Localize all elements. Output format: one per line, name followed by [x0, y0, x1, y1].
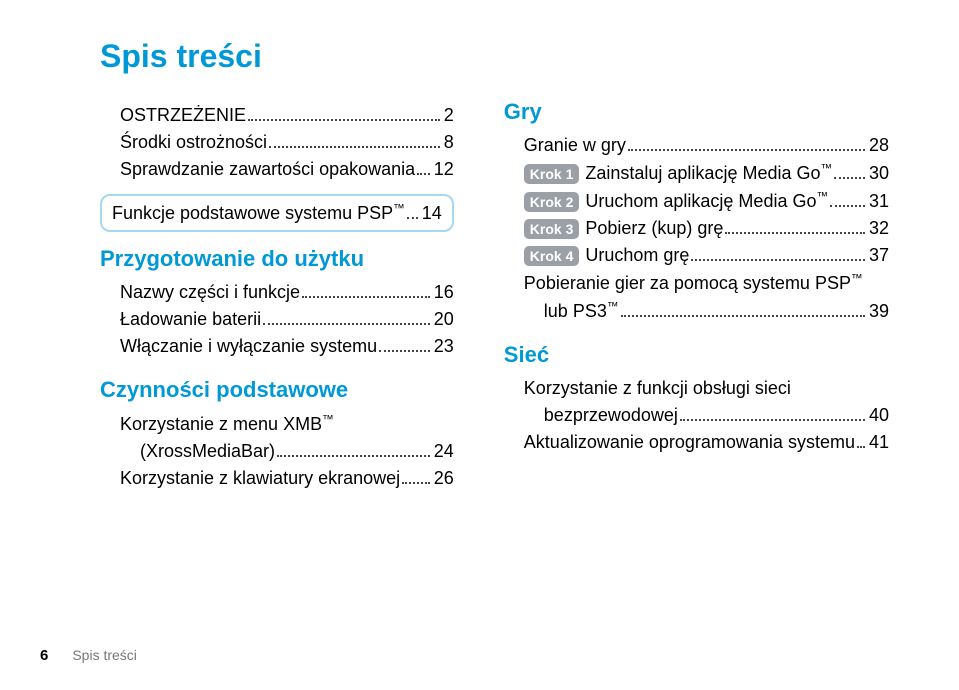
toc-page: 32 — [867, 218, 889, 239]
toc-label: Korzystanie z funkcji obsługi sieci — [524, 378, 791, 398]
toc-page: 23 — [432, 336, 454, 357]
step-badge: Krok 3 — [524, 219, 580, 239]
toc-page: 40 — [867, 405, 889, 426]
leader-dots — [263, 323, 430, 325]
leader-dots — [277, 455, 430, 457]
toc-entry: Włączanie i wyłączanie systemu 23 — [100, 336, 454, 357]
highlight-box: Funkcje podstawowe systemu PSP™ 14 — [100, 194, 454, 232]
leader-dots — [248, 119, 440, 121]
toc-entry: Ładowanie baterii 20 — [100, 309, 454, 330]
toc-label: OSTRZEŻENIE — [120, 105, 246, 126]
page-number: 6 — [40, 647, 48, 664]
toc-entry: Nazwy części i funkcje 16 — [100, 282, 454, 303]
right-column: Gry Granie w gry 28 Krok 1Zainstaluj aplik… — [504, 99, 889, 495]
toc-group-c: Korzystanie z menu XMB™ (XrossMediaBar) 24… — [100, 413, 454, 489]
columns: OSTRZEŻENIE 2 Środki ostrożności 8 Sprawdzan… — [100, 99, 889, 495]
toc-page: 39 — [867, 301, 889, 322]
toc-label: lub PS3™ — [544, 300, 619, 322]
toc-entry: lub PS3™ 39 — [504, 300, 889, 322]
leader-dots — [857, 446, 865, 448]
page-title: Spis treści — [100, 38, 889, 75]
toc-page: 8 — [442, 132, 454, 153]
toc-page: 41 — [867, 432, 889, 453]
step-badge: Krok 2 — [524, 192, 580, 212]
leader-dots — [628, 149, 865, 151]
toc-label: Aktualizowanie oprogramowania systemu — [524, 432, 855, 453]
toc-entry: Korzystanie z funkcji obsługi sieci — [504, 378, 889, 399]
leader-dots — [407, 217, 418, 219]
toc-label: Zainstaluj aplikację Media Go™ — [585, 162, 832, 184]
toc-entry: Krok 1Zainstaluj aplikację Media Go™ 30 — [504, 162, 889, 184]
footer: 6 Spis treści — [40, 647, 137, 664]
toc-entry: Krok 2Uruchom aplikację Media Go™ 31 — [504, 190, 889, 212]
section-heading: Przygotowanie do użytku — [100, 246, 454, 272]
toc-page: 26 — [432, 468, 454, 489]
toc-entry: OSTRZEŻENIE 2 — [100, 105, 454, 126]
toc-group-r1: Granie w gry 28 Krok 1Zainstaluj aplikację… — [504, 135, 889, 322]
toc-group-a: OSTRZEŻENIE 2 Środki ostrożności 8 Sprawdzan… — [100, 105, 454, 180]
toc-page: 28 — [867, 135, 889, 156]
section-heading: Czynności podstawowe — [100, 377, 454, 403]
leader-dots — [417, 173, 430, 175]
toc-label: Uruchom aplikację Media Go™ — [585, 190, 828, 212]
toc-group-b: Nazwy części i funkcje 16 Ładowanie bateri… — [100, 282, 454, 357]
leader-dots — [621, 315, 865, 317]
toc-page: 14 — [420, 203, 442, 224]
toc-label: (XrossMediaBar) — [140, 441, 275, 462]
toc-label: Nazwy części i funkcje — [120, 282, 300, 303]
toc-entry: Sprawdzanie zawartości opakowania 12 — [100, 159, 454, 180]
toc-label: Ładowanie baterii — [120, 309, 261, 330]
toc-label: Uruchom grę — [585, 245, 689, 266]
toc-label: Korzystanie z menu XMB™ — [120, 414, 334, 434]
toc-entry: Krok 4Uruchom grę 37 — [504, 245, 889, 266]
leader-dots — [302, 296, 430, 298]
leader-dots — [379, 350, 430, 352]
toc-page: 20 — [432, 309, 454, 330]
step-badge: Krok 4 — [524, 246, 580, 266]
toc-label: Pobierz (kup) grę — [585, 218, 723, 239]
toc-entry: Aktualizowanie oprogramowania systemu 41 — [504, 432, 889, 453]
leader-dots — [680, 419, 865, 421]
toc-page: 24 — [432, 441, 454, 462]
toc-label: Funkcje podstawowe systemu PSP™ — [112, 202, 405, 224]
leader-dots — [269, 146, 440, 148]
toc-entry: Korzystanie z klawiatury ekranowej 26 — [100, 468, 454, 489]
toc-entry: bezprzewodowej 40 — [504, 405, 889, 426]
toc-page: 16 — [432, 282, 454, 303]
toc-page: 37 — [867, 245, 889, 266]
toc-label: Włączanie i wyłączanie systemu — [120, 336, 377, 357]
toc-label: Sprawdzanie zawartości opakowania — [120, 159, 415, 180]
leader-dots — [402, 482, 430, 484]
toc-entry: (XrossMediaBar) 24 — [100, 441, 454, 462]
toc-label: Korzystanie z klawiatury ekranowej — [120, 468, 400, 489]
toc-entry: Pobieranie gier za pomocą systemu PSP™ — [504, 272, 889, 294]
leader-dots — [725, 232, 865, 234]
toc-page: 31 — [867, 191, 889, 212]
leader-dots — [834, 177, 865, 179]
toc-entry: Funkcje podstawowe systemu PSP™ 14 — [112, 202, 442, 224]
toc-entry: Środki ostrożności 8 — [100, 132, 454, 153]
toc-entry: Granie w gry 28 — [504, 135, 889, 156]
step-badge: Krok 1 — [524, 164, 580, 184]
toc-label: bezprzewodowej — [544, 405, 678, 426]
toc-page: 30 — [867, 163, 889, 184]
leader-dots — [691, 259, 865, 261]
toc-group-r2: Korzystanie z funkcji obsługi sieci bezpr… — [504, 378, 889, 453]
toc-page: 2 — [442, 105, 454, 126]
section-heading: Gry — [504, 99, 889, 125]
page: Spis treści OSTRZEŻENIE 2 Środki ostrożnoś… — [0, 0, 959, 690]
footer-section-label: Spis treści — [72, 647, 137, 663]
left-column: OSTRZEŻENIE 2 Środki ostrożności 8 Sprawdzan… — [100, 99, 454, 495]
toc-label: Pobieranie gier za pomocą systemu PSP™ — [524, 273, 863, 293]
toc-label: Granie w gry — [524, 135, 626, 156]
toc-entry: Korzystanie z menu XMB™ — [100, 413, 454, 435]
toc-entry: Krok 3Pobierz (kup) grę 32 — [504, 218, 889, 239]
leader-dots — [830, 205, 865, 207]
toc-page: 12 — [432, 159, 454, 180]
toc-label: Środki ostrożności — [120, 132, 267, 153]
section-heading: Sieć — [504, 342, 889, 368]
